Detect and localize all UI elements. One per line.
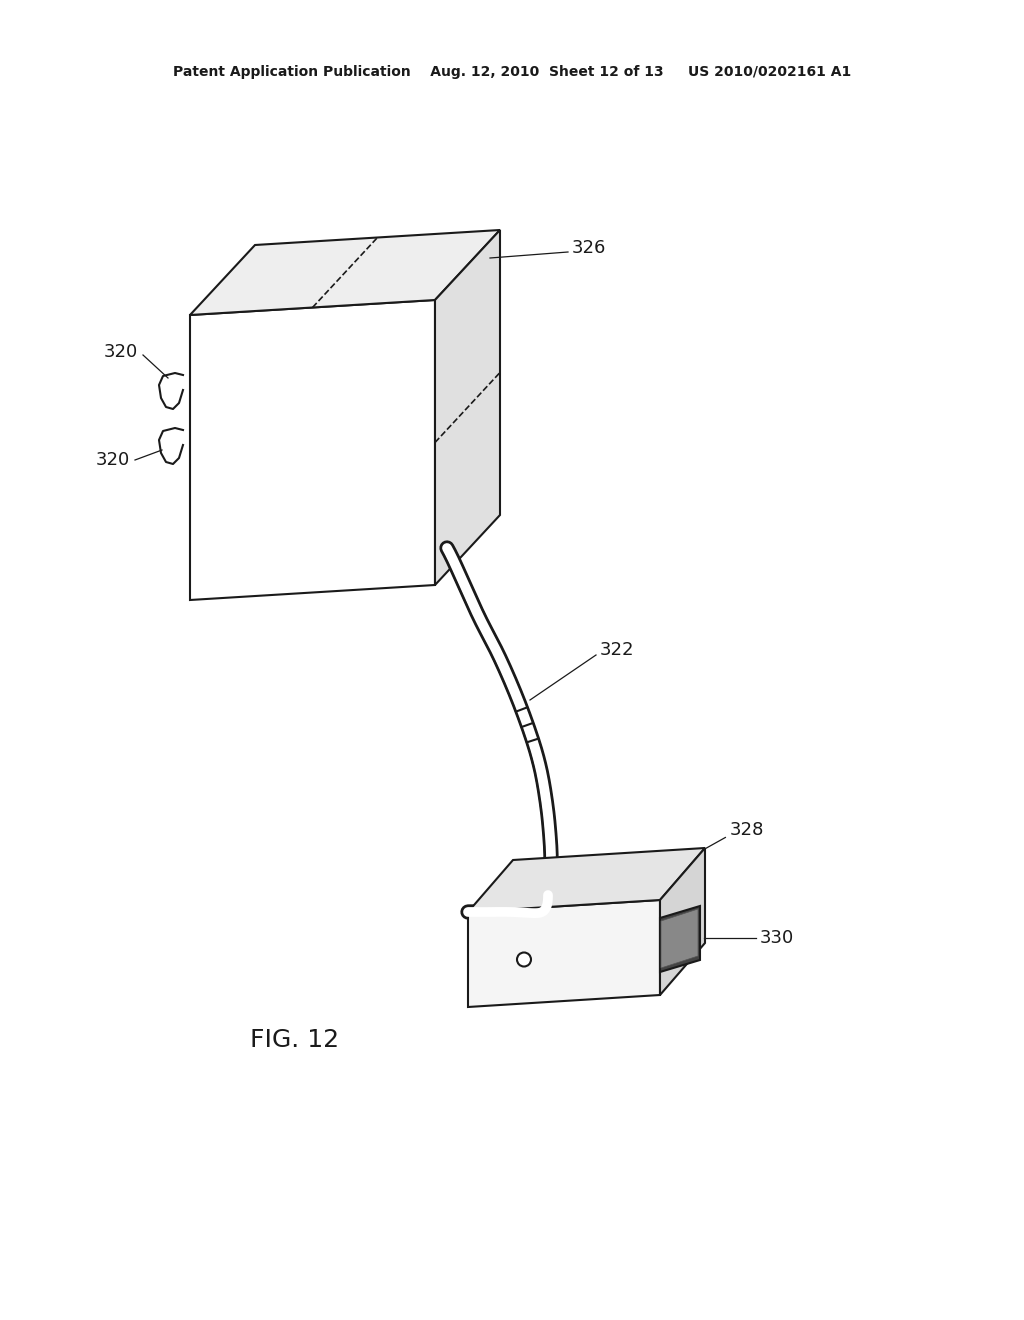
- Text: 328: 328: [730, 821, 764, 840]
- Text: 320: 320: [96, 451, 130, 469]
- Text: 322: 322: [600, 642, 635, 659]
- Text: 320: 320: [103, 343, 138, 360]
- Polygon shape: [190, 300, 435, 601]
- Text: 326: 326: [572, 239, 606, 257]
- Polygon shape: [435, 230, 500, 585]
- Polygon shape: [662, 909, 698, 968]
- Text: 330: 330: [760, 929, 795, 946]
- Polygon shape: [660, 906, 700, 972]
- Polygon shape: [660, 847, 705, 995]
- Polygon shape: [159, 374, 183, 409]
- Polygon shape: [468, 900, 660, 1007]
- Text: FIG. 12: FIG. 12: [251, 1028, 340, 1052]
- Polygon shape: [190, 230, 500, 315]
- Polygon shape: [468, 847, 705, 912]
- Polygon shape: [159, 428, 183, 465]
- Text: Patent Application Publication    Aug. 12, 2010  Sheet 12 of 13     US 2010/0202: Patent Application Publication Aug. 12, …: [173, 65, 851, 79]
- Circle shape: [517, 953, 531, 966]
